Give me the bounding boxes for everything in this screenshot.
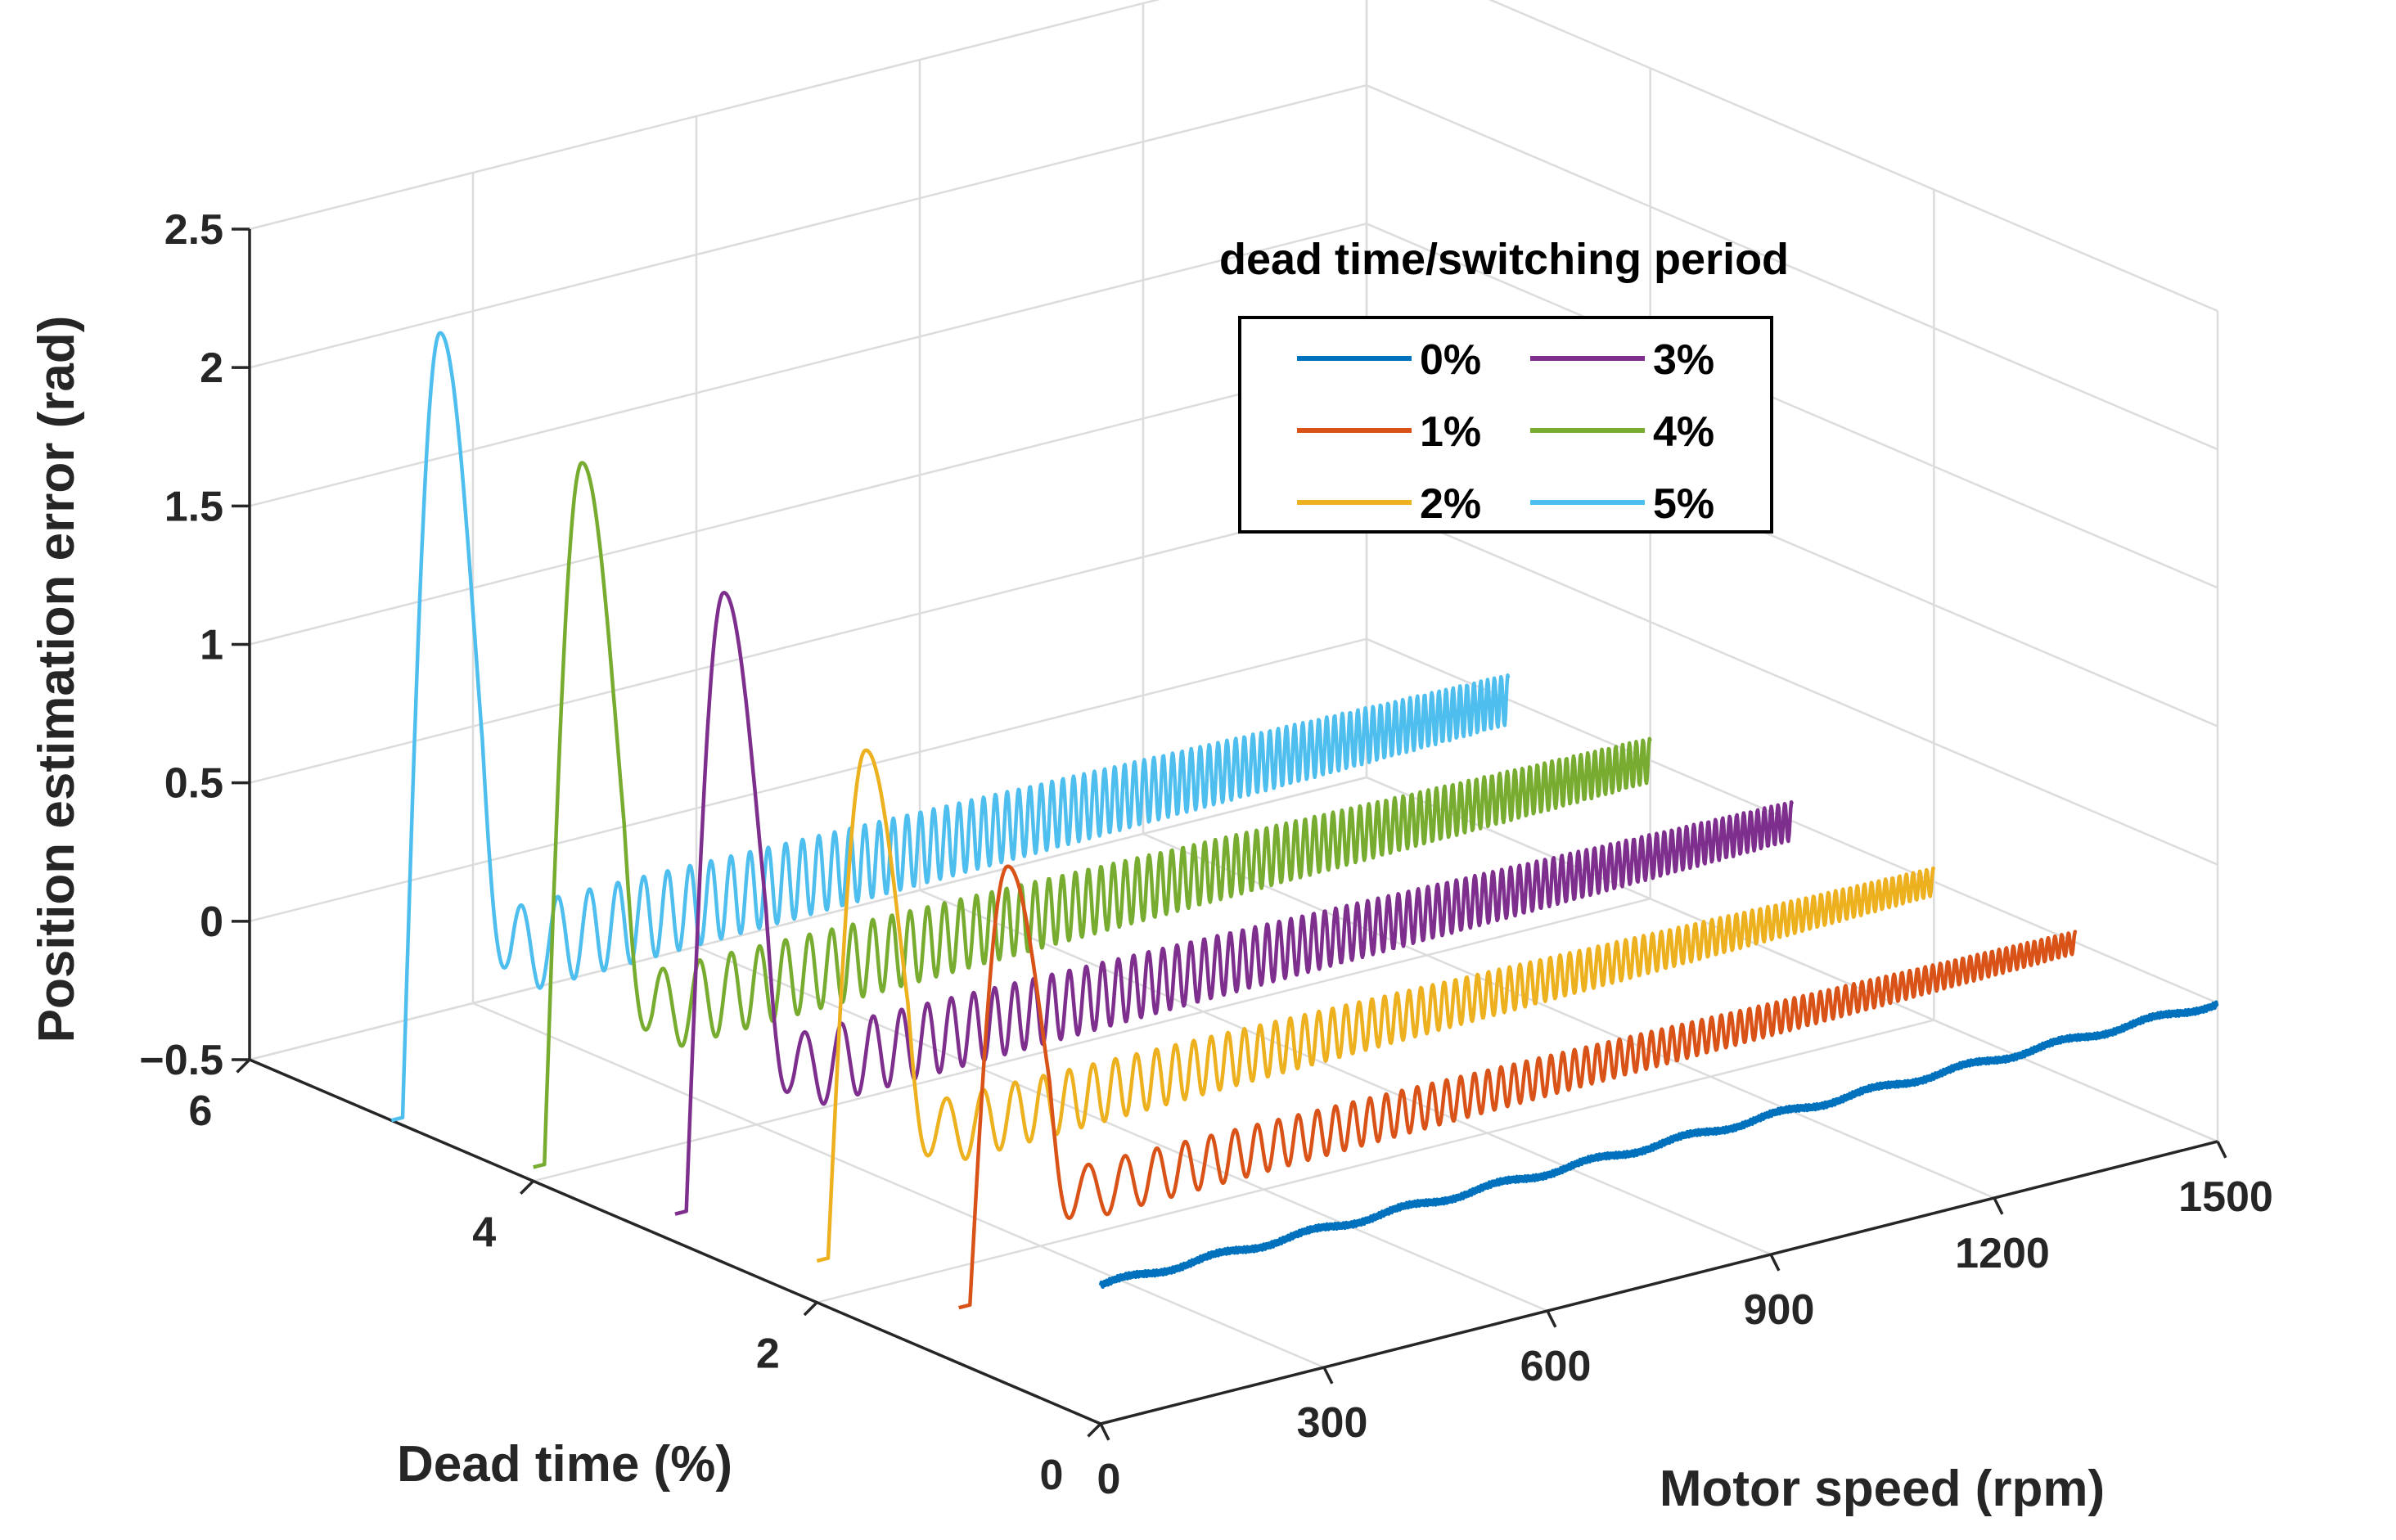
legend-item-label: 1%	[1420, 408, 1481, 456]
z-tick-label: 2	[200, 344, 223, 392]
grid-line	[249, 776, 1367, 1061]
grid-line	[1488, 0, 2218, 313]
y-axis-label: Dead time (%)	[397, 1436, 732, 1493]
series-line	[673, 591, 1795, 1216]
x-tick-label: 900	[1744, 1286, 1815, 1334]
grid-line	[1366, 223, 2218, 589]
series-line	[815, 748, 1936, 1263]
grid-line	[1142, 832, 1995, 1200]
legend-item-label: 5%	[1653, 480, 1714, 528]
x-tick-mark	[1993, 1197, 2004, 1215]
grid	[248, 0, 2219, 1425]
x-tick-label: 0	[1097, 1456, 1121, 1503]
grid-line	[1366, 84, 2218, 451]
y-tick-label: 4	[472, 1209, 496, 1256]
legend-box	[1238, 316, 1773, 534]
grid-line	[249, 83, 1367, 369]
x-tick-label: 1200	[1955, 1230, 2050, 1277]
x-tick-mark	[1769, 1254, 1781, 1272]
y-tick-label: 6	[189, 1087, 213, 1135]
y-tick-mark	[1087, 1422, 1102, 1438]
legend-item-label: 4%	[1653, 408, 1714, 456]
y-tick-mark	[803, 1301, 818, 1317]
z-tick-label: 2.5	[164, 206, 223, 254]
z-tick-label: 0	[200, 898, 223, 946]
x-axis-line	[1100, 1140, 2218, 1425]
z-tick-label: 0.5	[164, 760, 223, 808]
tick-labels: 0 300 600 900 1200 1500 0 2 4 6−0.5 0 0.5 1 1.5 2 2.5	[139, 206, 2273, 1503]
y-tick-label: 0	[1040, 1452, 1064, 1499]
x-tick-label: 300	[1297, 1399, 1368, 1447]
series-lines	[390, 331, 2219, 1310]
legend-item-label: 0%	[1420, 336, 1481, 384]
series-line	[532, 461, 1652, 1169]
x-tick-label: 600	[1520, 1343, 1592, 1390]
z-tick-label: −0.5	[139, 1037, 223, 1084]
y-tick-mark	[236, 1058, 251, 1074]
x-tick-mark	[1322, 1367, 1334, 1385]
x-tick-mark	[2216, 1141, 2227, 1159]
grid-line	[249, 637, 1367, 923]
series-line	[957, 864, 2078, 1310]
grid-line	[249, 361, 1367, 646]
z-tick-label: 1.5	[164, 483, 223, 530]
grid-line	[817, 1019, 1934, 1304]
legend-item-label: 3%	[1653, 336, 1714, 384]
x-axis-label: Motor speed (rpm)	[1660, 1461, 2105, 1517]
grid-line	[1366, 776, 2218, 1143]
y-tick-mark	[520, 1180, 534, 1195]
legend-title: dead time/switching period	[1219, 235, 1789, 284]
grid-line	[696, 945, 1548, 1313]
x-tick-mark	[1546, 1310, 1557, 1328]
z-tick-label: 1	[200, 622, 223, 669]
legend: 0% 1% 2% 3% 4% 5%	[1238, 316, 1773, 534]
grid-line	[249, 499, 1367, 784]
grid-line	[919, 889, 1772, 1256]
grid-line	[249, 0, 1160, 231]
grid-line	[472, 1002, 1325, 1369]
series-line	[1098, 1000, 2219, 1290]
x-tick-label: 1500	[2178, 1173, 2273, 1221]
series-line	[390, 331, 1511, 1123]
y-tick-label: 2	[756, 1331, 780, 1378]
legend-item-label: 2%	[1420, 480, 1481, 528]
grid-line	[1366, 637, 2218, 1004]
grid-line	[533, 898, 1651, 1182]
x-tick-mark	[1099, 1423, 1110, 1441]
grid-line	[249, 223, 1367, 507]
z-axis-label: Position estimation error (rad)	[29, 316, 85, 1043]
grid-line	[1366, 499, 2218, 866]
